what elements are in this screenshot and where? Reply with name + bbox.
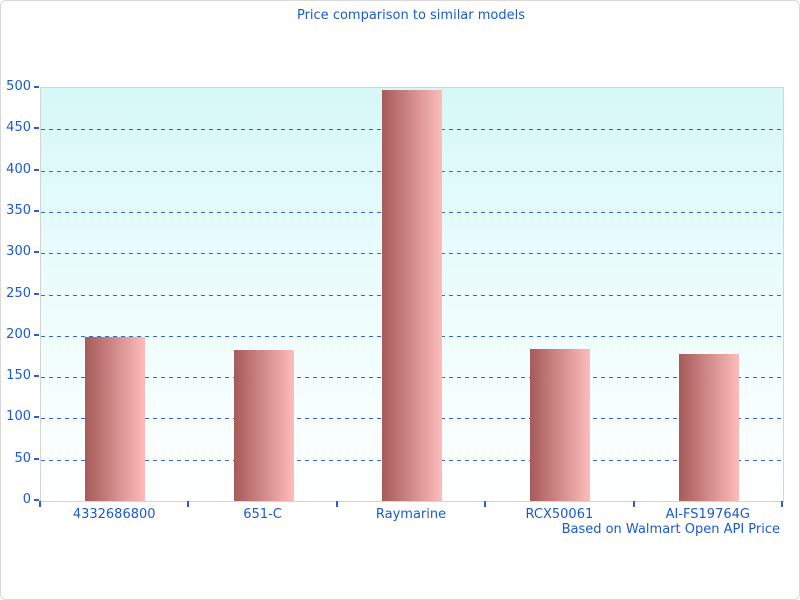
y-tick-label: 50 <box>14 450 31 466</box>
x-tick-mark <box>335 501 338 507</box>
bar-651-c <box>233 349 294 501</box>
y-tick-label: 350 <box>6 202 31 218</box>
plot-area <box>40 87 784 502</box>
chart-title: Price comparison to similar models <box>296 8 526 23</box>
x-tick-mark <box>484 501 487 507</box>
y-tick-mark <box>34 333 39 336</box>
x-tick-mark <box>187 501 190 507</box>
y-tick-label: 400 <box>6 161 31 177</box>
bar-4332686800 <box>85 336 146 501</box>
x-tick-mark <box>39 501 41 507</box>
y-tick-mark <box>34 251 39 254</box>
y-tick-mark <box>34 375 39 378</box>
y-tick-label: 100 <box>6 409 31 425</box>
y-tick-mark <box>34 168 39 171</box>
y-tick-label: 450 <box>6 120 31 136</box>
bar-ai-fs19764g <box>678 353 739 501</box>
y-tick-mark <box>34 416 39 419</box>
y-tick-label: 250 <box>6 285 31 301</box>
y-tick-mark <box>34 209 39 212</box>
y-tick-label: 300 <box>6 244 31 260</box>
y-tick-mark <box>34 499 39 501</box>
x-tick-label: 651-C <box>243 507 282 522</box>
y-tick-mark <box>34 127 39 130</box>
bar-rcx50061 <box>530 349 591 501</box>
y-tick-mark <box>34 457 39 460</box>
x-tick-label: 4332686800 <box>72 507 156 522</box>
x-tick-label: Raymarine <box>375 507 447 522</box>
bar-raymarine <box>382 89 442 501</box>
x-tick-label: RCX50061 <box>525 507 594 522</box>
y-tick-label: 0 <box>22 492 31 507</box>
y-tick-label: 150 <box>6 368 31 384</box>
x-tick-mark <box>781 501 783 507</box>
x-tick-label: AI-FS19764G <box>665 507 750 522</box>
y-tick-label: 500 <box>6 79 31 94</box>
y-tick-mark <box>34 292 39 295</box>
y-tick-label: 200 <box>6 326 31 342</box>
x-tick-mark <box>632 501 635 507</box>
y-tick-mark <box>34 86 39 88</box>
chart-footer-note: Based on Walmart Open API Price <box>561 522 780 537</box>
